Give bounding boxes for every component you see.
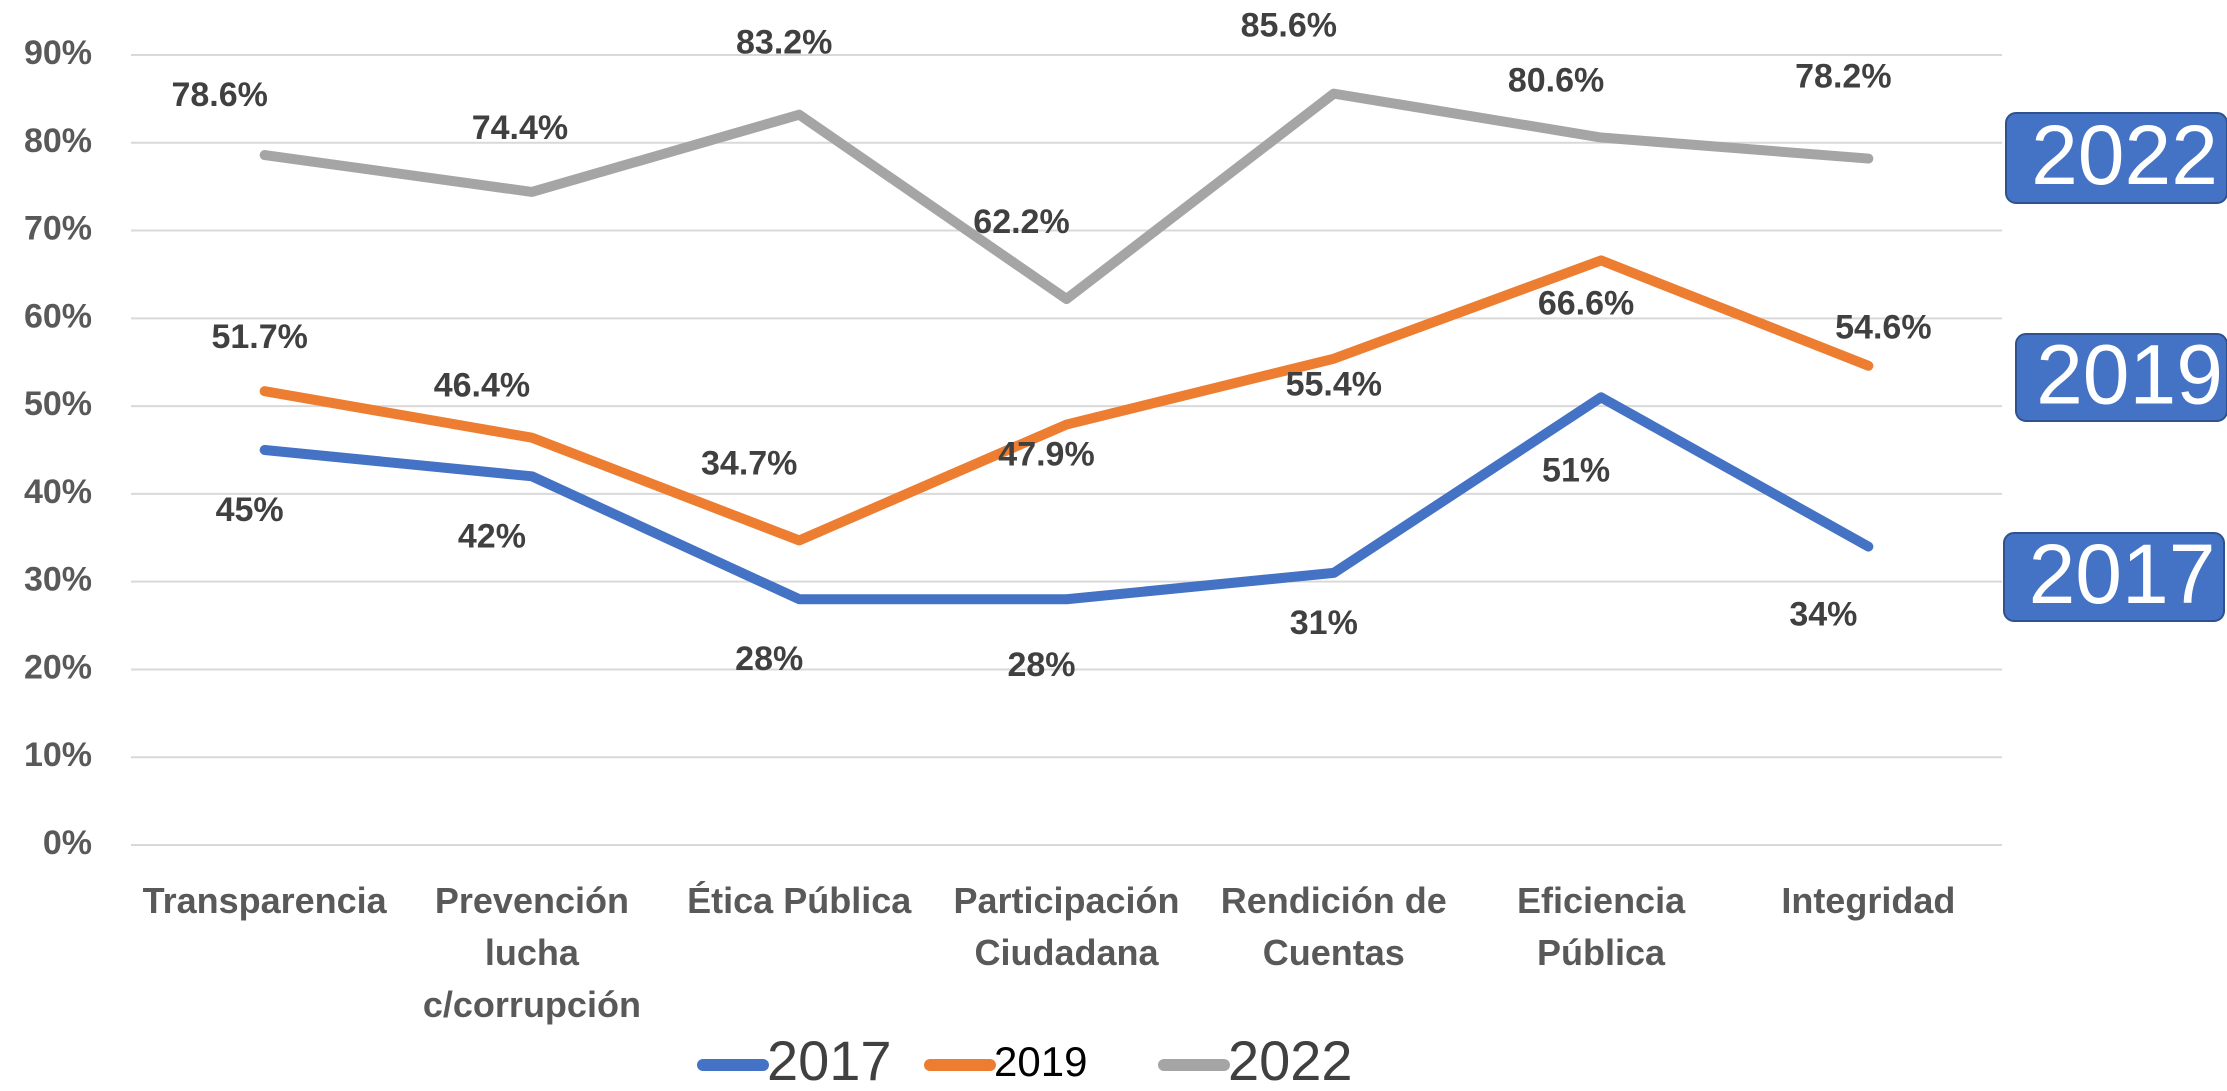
y-tick-label: 30%	[24, 561, 92, 599]
data-label: 80.6%	[1508, 61, 1604, 99]
data-label: 83.2%	[736, 24, 832, 62]
year-badge	[2015, 333, 2227, 422]
annotation: 2022	[2031, 108, 2218, 202]
data-label: 34%	[1789, 596, 1857, 634]
data-label: 62.2%	[973, 203, 1069, 241]
legend-label: 2019	[994, 1038, 1087, 1085]
data-label: 55.4%	[1286, 366, 1382, 404]
data-label: 28%	[735, 640, 803, 678]
x-tick-label: Ética Pública	[687, 880, 912, 921]
data-label: 42%	[458, 517, 526, 555]
legend-label: 2022	[1228, 1029, 1353, 1091]
y-tick-label: 0%	[43, 824, 92, 862]
data-label: 54.6%	[1835, 309, 1931, 347]
legend-label: 2017	[767, 1029, 892, 1091]
y-tick-label: 80%	[24, 122, 92, 160]
data-label: 31%	[1290, 604, 1358, 642]
series-line	[259, 255, 1874, 546]
annotation: 2019	[2036, 328, 2223, 422]
y-tick-label: 70%	[24, 210, 92, 248]
x-tick-label: Integridad	[1781, 880, 1956, 921]
annotation: 2017	[2029, 527, 2216, 621]
data-label: 28%	[1007, 646, 1075, 684]
data-label: 51.7%	[211, 318, 307, 356]
x-tick-label: Participación Ciudadana	[953, 880, 1180, 973]
data-label: 66.6%	[1538, 284, 1634, 322]
data-label: 74.4%	[472, 109, 568, 147]
y-tick-label: 60%	[24, 297, 92, 335]
data-label: 34.7%	[701, 444, 797, 482]
x-tick-label: Eficiencia Pública	[1517, 880, 1686, 973]
data-label: 85.6%	[1241, 7, 1337, 45]
year-badge	[2005, 112, 2227, 204]
year-badge	[2003, 532, 2225, 622]
data-label: 78.2%	[1795, 58, 1891, 96]
x-tick-label: Rendición de Cuentas	[1220, 880, 1447, 973]
y-tick-label: 90%	[24, 34, 92, 72]
data-label: 47.9%	[998, 436, 1094, 474]
x-tick-label: Transparencia	[142, 880, 387, 921]
series-line	[259, 88, 1874, 305]
data-label: 45%	[216, 491, 284, 529]
y-tick-label: 40%	[24, 473, 92, 511]
y-tick-label: 10%	[24, 736, 92, 774]
data-label: 46.4%	[434, 367, 530, 405]
data-label: 78.6%	[171, 76, 267, 114]
y-tick-label: 50%	[24, 385, 92, 423]
data-label: 51%	[1542, 451, 1610, 489]
y-tick-label: 20%	[24, 648, 92, 686]
x-tick-label: Prevención lucha c/corrupción	[422, 880, 641, 1025]
series-line	[259, 392, 1874, 605]
